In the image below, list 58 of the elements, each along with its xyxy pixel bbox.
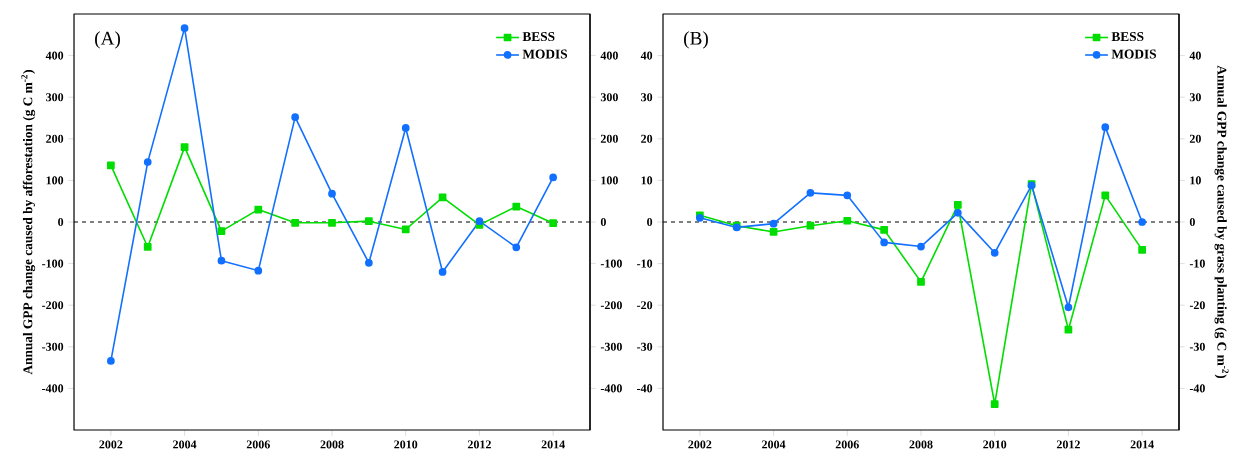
x-tick-label: 2012 bbox=[467, 440, 491, 449]
y2-axis-title: Annual GPP change caused by grass planting (g C m$^{-2}$) bbox=[1214, 65, 1229, 379]
y2-tick-label: -30 bbox=[1189, 342, 1205, 351]
y-tick-label: -400 bbox=[42, 384, 64, 393]
y-tick-label: -10 bbox=[637, 259, 653, 268]
y2-tick-label: -10 bbox=[1189, 259, 1205, 268]
y-axis-title: Annual GPP change caused by afforestation (g C m$^{-2}$) bbox=[21, 69, 36, 375]
y-tick-label: 300 bbox=[46, 93, 64, 102]
y2-tick-label: 10 bbox=[1190, 176, 1201, 185]
x-tick-label: 2006 bbox=[835, 440, 859, 449]
y-tick-label: 200 bbox=[46, 134, 64, 143]
x-tick-label: 2006 bbox=[246, 440, 270, 449]
x-tick-label: 2002 bbox=[99, 440, 123, 449]
x-tick-label: 2008 bbox=[320, 440, 344, 449]
y-tick-label: 0 bbox=[647, 217, 653, 227]
legend-label: MODIS bbox=[1111, 49, 1157, 59]
y2-tick-label: 0 bbox=[600, 217, 606, 227]
y2-tick-label: -20 bbox=[1189, 301, 1205, 310]
x-tick-label: 2014 bbox=[1130, 440, 1154, 449]
y2-tick-label: 20 bbox=[1189, 134, 1201, 143]
annotation: (B) bbox=[684, 31, 708, 49]
y-tick-label: 20 bbox=[641, 134, 653, 143]
y2-tick-label: -200 bbox=[600, 301, 622, 310]
y2-tick-label: 300 bbox=[600, 93, 618, 102]
legend-label: BESS bbox=[1111, 32, 1144, 42]
y-tick-label: 400 bbox=[45, 51, 64, 60]
y2-tick-label: 0 bbox=[1189, 217, 1195, 227]
y2-tick-label: -100 bbox=[600, 259, 622, 268]
y2-tick-label: -40 bbox=[1189, 384, 1205, 393]
x-tick-label: 2002 bbox=[688, 440, 712, 449]
y2-tick-label: 200 bbox=[600, 134, 618, 143]
y-tick-label: -300 bbox=[42, 342, 64, 351]
x-tick-label: 2004 bbox=[762, 440, 786, 449]
y-tick-label: 100 bbox=[46, 176, 64, 185]
y-tick-label: -40 bbox=[637, 384, 653, 393]
y-tick-label: -100 bbox=[42, 259, 64, 268]
x-tick-label: 2008 bbox=[909, 440, 933, 449]
y2-tick-label: -300 bbox=[600, 342, 622, 351]
y2-tick-label: 400 bbox=[600, 51, 618, 60]
y-tick-label: 10 bbox=[641, 176, 653, 185]
y-tick-label: 30 bbox=[641, 93, 653, 102]
x-tick-label: 2010 bbox=[394, 440, 418, 449]
legend-label: BESS bbox=[522, 32, 555, 42]
y2-tick-label: -400 bbox=[600, 384, 622, 393]
annotation: (A) bbox=[95, 31, 120, 49]
y2-tick-label: 100 bbox=[601, 176, 618, 185]
y-tick-label: -200 bbox=[42, 301, 64, 310]
y-tick-label: 0 bbox=[58, 217, 64, 227]
x-tick-label: 2012 bbox=[1056, 440, 1080, 449]
x-tick-label: 2004 bbox=[173, 440, 197, 449]
x-tick-label: 2010 bbox=[983, 440, 1007, 449]
y-tick-label: -20 bbox=[637, 301, 653, 310]
y2-tick-label: 40 bbox=[1189, 51, 1201, 60]
y2-tick-label: 30 bbox=[1189, 93, 1201, 102]
y-tick-label: 40 bbox=[640, 51, 653, 60]
legend-label: MODIS bbox=[522, 49, 568, 59]
x-tick-label: 2014 bbox=[541, 440, 565, 449]
y-tick-label: -30 bbox=[637, 342, 653, 351]
